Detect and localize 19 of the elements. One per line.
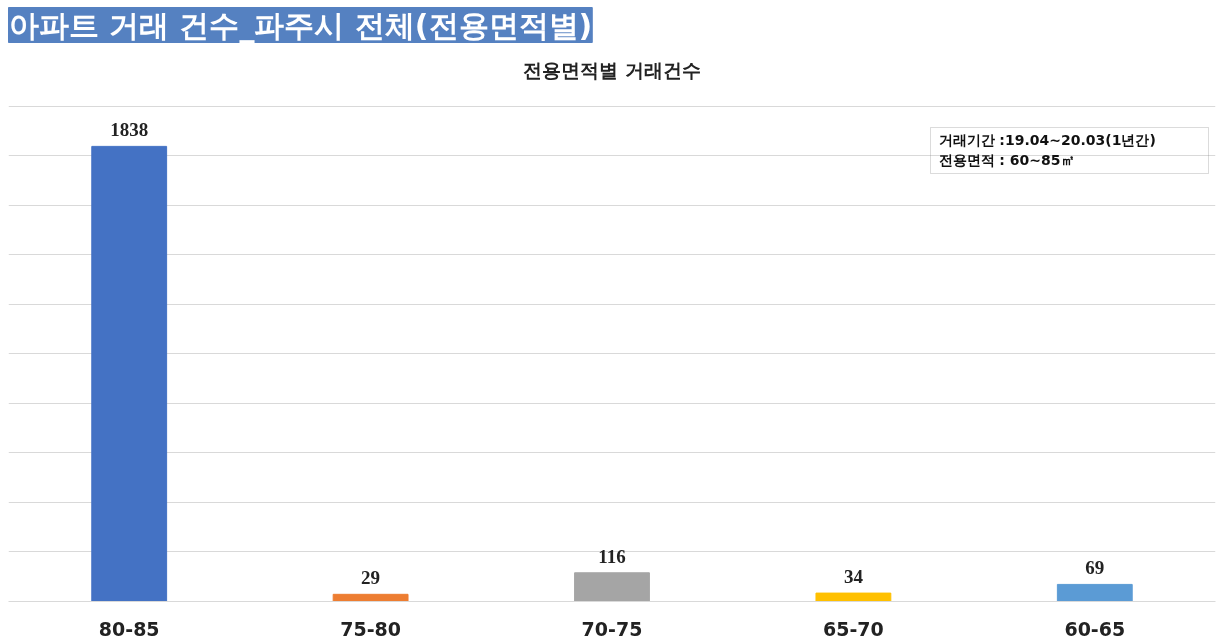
bar	[332, 593, 409, 602]
annotation: 전용면적 : 60~85㎡	[938, 151, 1075, 168]
x-tick-label: 65-70	[823, 617, 884, 638]
x-tick-label: 75-80	[340, 617, 401, 638]
data-label: 34	[843, 566, 864, 588]
annotation: 거래기간 :19.04~20.03(1년간)	[938, 131, 1156, 148]
bar	[91, 145, 168, 602]
x-tick-label: 60-65	[1064, 617, 1126, 638]
x-tick-label: 70-75	[581, 617, 643, 638]
bar	[1056, 583, 1133, 602]
bar	[815, 592, 892, 602]
chart-title: 아파트 거래 건수_파주시 전체(전용면적별)	[8, 7, 593, 43]
data-label: 116	[598, 545, 626, 567]
bar	[574, 572, 650, 602]
data-label: 29	[361, 567, 381, 589]
data-label: 69	[1085, 557, 1105, 579]
data-label: 1838	[110, 119, 149, 141]
x-tick-label: 80-85	[98, 617, 160, 638]
chart-subtitle: 전용면적별 거래건수	[523, 58, 701, 81]
